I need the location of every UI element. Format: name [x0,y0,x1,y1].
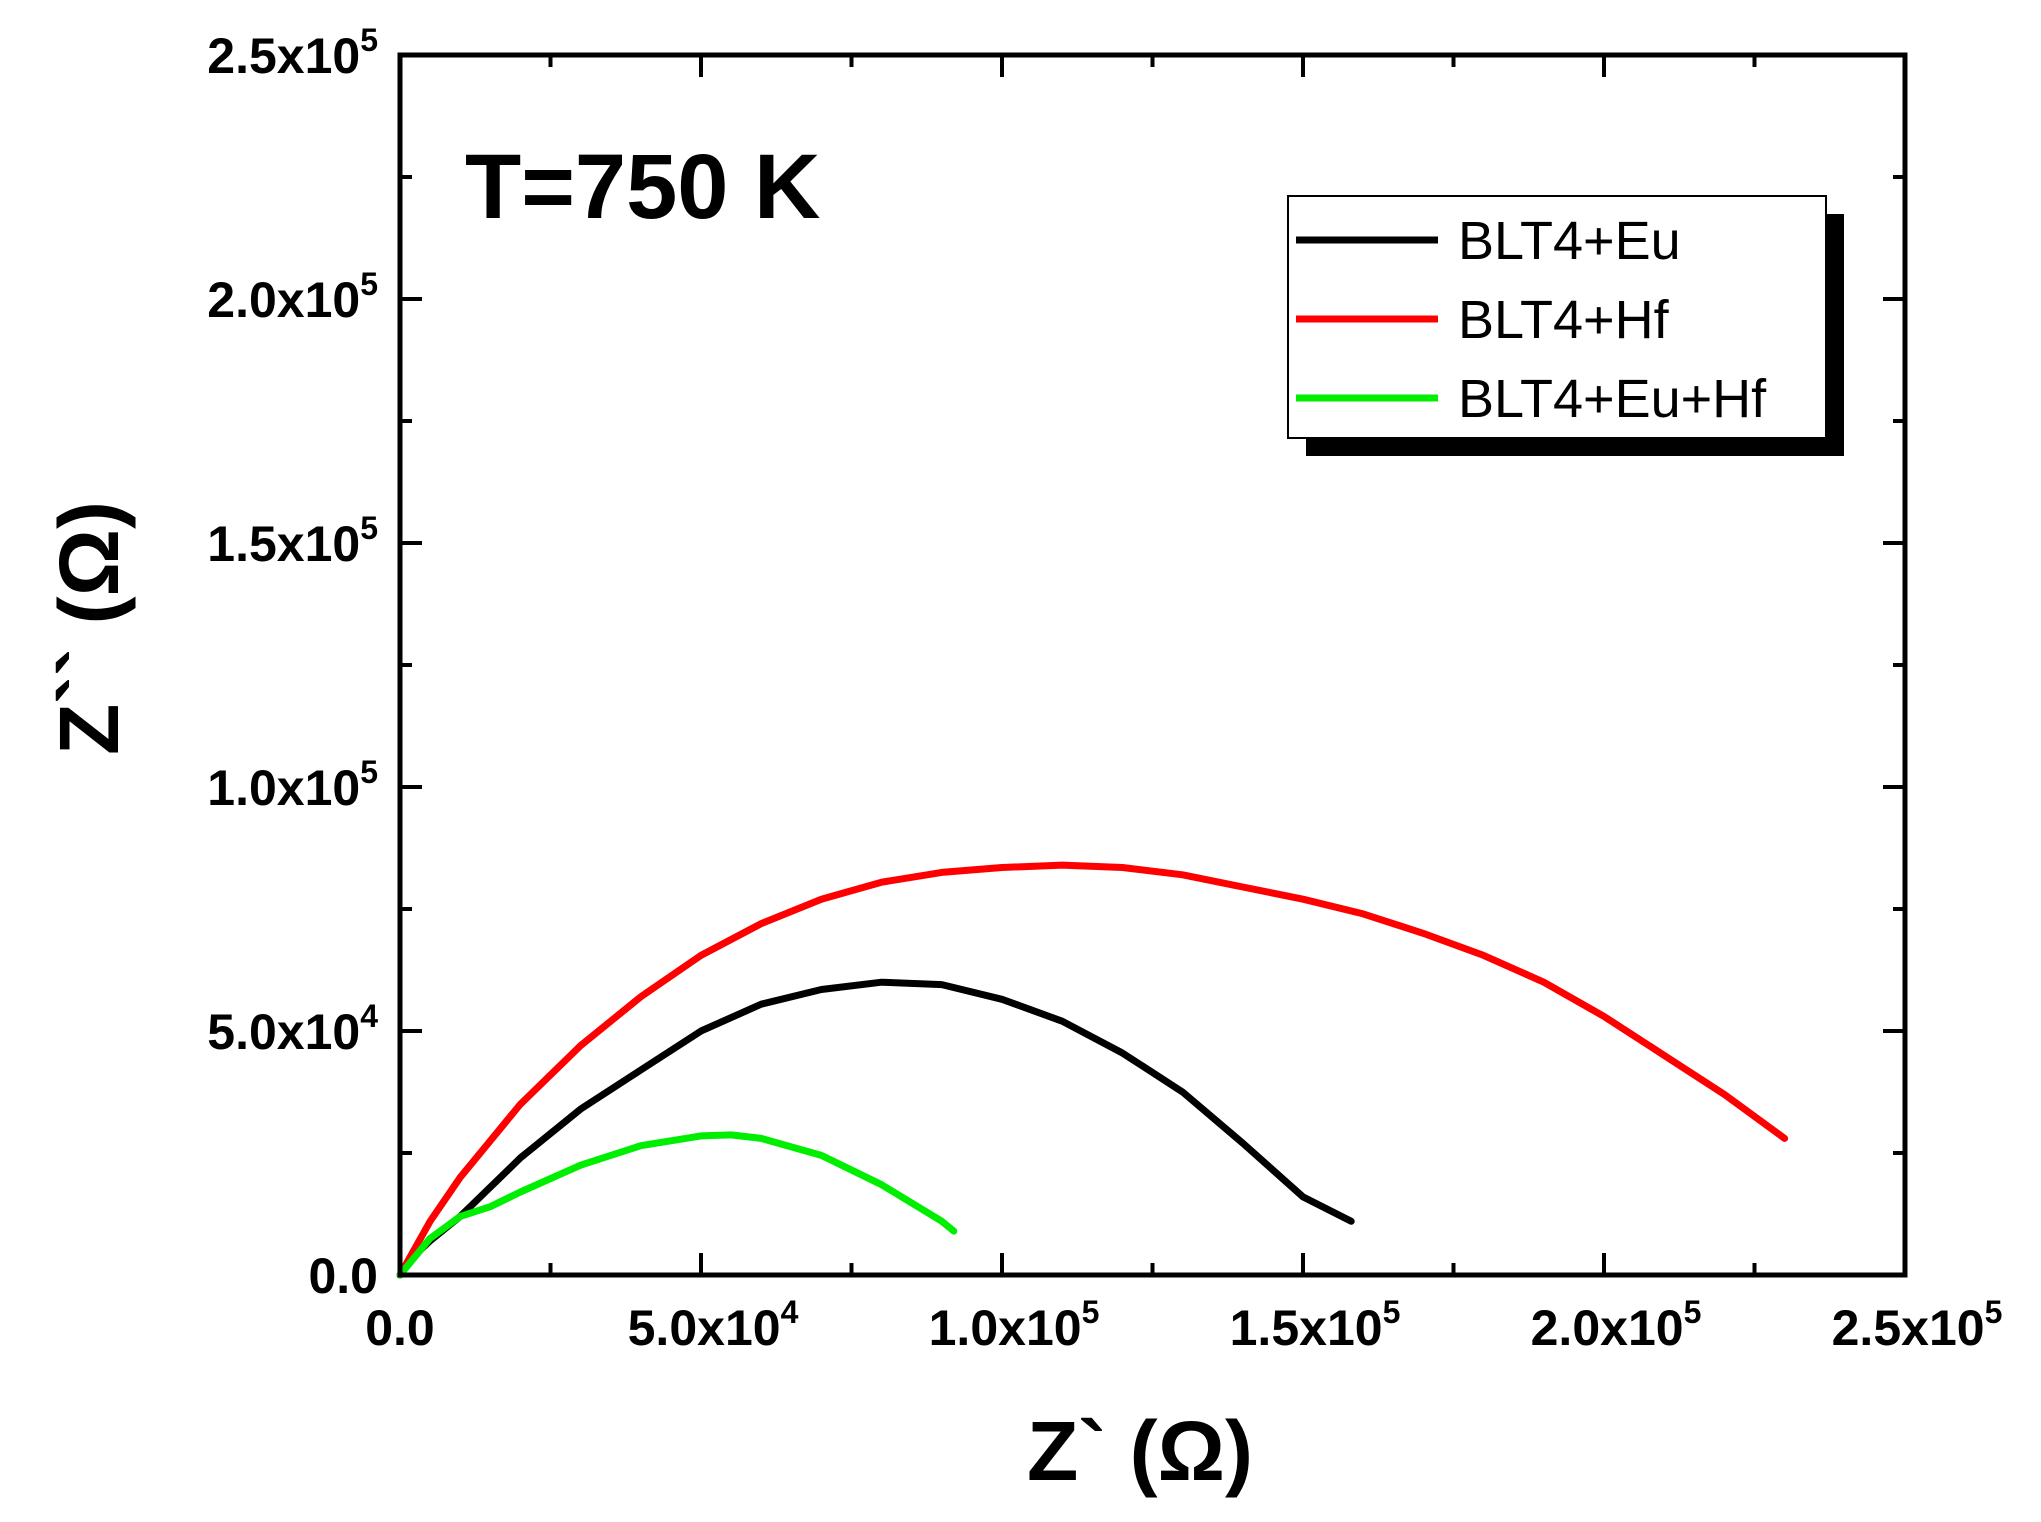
x-tick-label: 1.5x105 [1230,1294,1401,1356]
y-tick-label: 1.5x105 [207,510,378,572]
x-tick-label: 1.0x105 [929,1294,1100,1356]
series-line [396,978,1355,1279]
y-tick-label: 2.5x105 [207,22,378,84]
legend-label: BLT4+Hf [1458,290,1670,350]
x-tick-label: 0.0 [365,1300,435,1356]
series-line [396,1131,958,1279]
y-axis-title: Z`` (Ω) [42,501,136,755]
x-tick-label: 5.0x104 [628,1294,799,1356]
x-tick-label: 2.5x105 [1832,1294,2003,1356]
ticks-layer [398,53,1907,1277]
legend-label: BLT4+Eu [1458,211,1681,271]
series-layer [396,861,1789,1279]
legend-items: BLT4+Eu BLT4+Hf BLT4+Eu+Hf [1296,211,1767,429]
x-tick-label: 2.0x105 [1531,1294,1702,1356]
y-tick-label: 5.0x104 [207,998,378,1060]
y-tick-label: 2.0x105 [207,266,378,328]
tick-labels: 0.0 5.0x104 1.0x105 1.5x105 2.0x105 2.5x105 0.… [207,22,2002,1356]
series-line [396,861,1789,1279]
y-tick-label: 0.0 [308,1248,378,1304]
annotation-temperature: T=750 K [465,136,820,238]
x-axis-title: Z` (Ω) [1027,1404,1253,1498]
legend-label: BLT4+Eu+Hf [1458,369,1767,429]
y-tick-label: 1.0x105 [207,754,378,816]
legend: BLT4+Eu BLT4+Hf BLT4+Eu+Hf [1287,195,1844,456]
